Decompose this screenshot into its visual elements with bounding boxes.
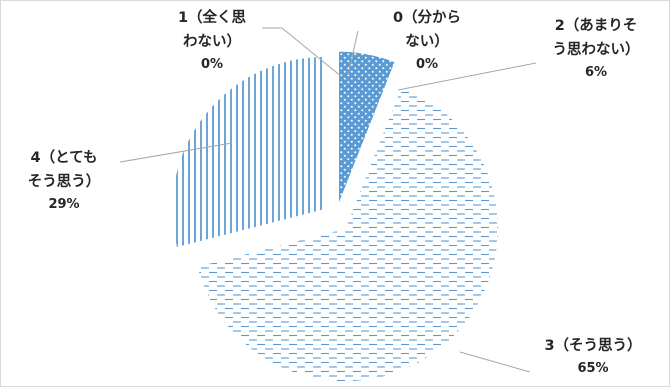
pie-slice-2 [196, 85, 499, 382]
data-label-0-line1: 0（分から [392, 10, 462, 26]
data-label-2-percent: 6% [584, 65, 608, 80]
data-label-4-line1: 4（とても [30, 150, 98, 166]
data-label-4: 4（とても そう思う） 29% [0, 146, 128, 216]
leader-line-0 [347, 30, 359, 76]
leader-line-3 [459, 351, 531, 373]
data-label-2-line2: う思わない） [552, 42, 640, 58]
leader-line-2 [397, 62, 537, 91]
data-label-4-percent: 29% [48, 197, 80, 212]
data-label-3: 3（そう思う） 65% [518, 334, 668, 380]
data-label-1-line1: 1（全く思 [177, 10, 247, 26]
data-label-1-line2: わない） [183, 34, 241, 50]
data-label-1: 1（全く思 わない） 0% [150, 6, 274, 76]
data-label-0-line2: ない） [405, 34, 449, 50]
data-label-0-percent: 0% [415, 57, 439, 72]
data-label-2: 2（あまりそ う思わない） 6% [526, 14, 666, 84]
data-label-0: 0（分から ない） 0% [372, 6, 482, 76]
data-label-2-line1: 2（あまりそ [554, 18, 638, 34]
data-label-3-percent: 65% [577, 361, 609, 376]
leader-line-4 [119, 142, 233, 163]
data-label-4-line2: そう思う） [27, 174, 101, 190]
data-label-3-line1: 3（そう思う） [544, 338, 642, 354]
pie-slice-1 [338, 50, 396, 205]
pie-slice-3 [171, 56, 326, 248]
data-label-1-percent: 0% [200, 57, 224, 72]
leader-line-1 [262, 27, 343, 78]
